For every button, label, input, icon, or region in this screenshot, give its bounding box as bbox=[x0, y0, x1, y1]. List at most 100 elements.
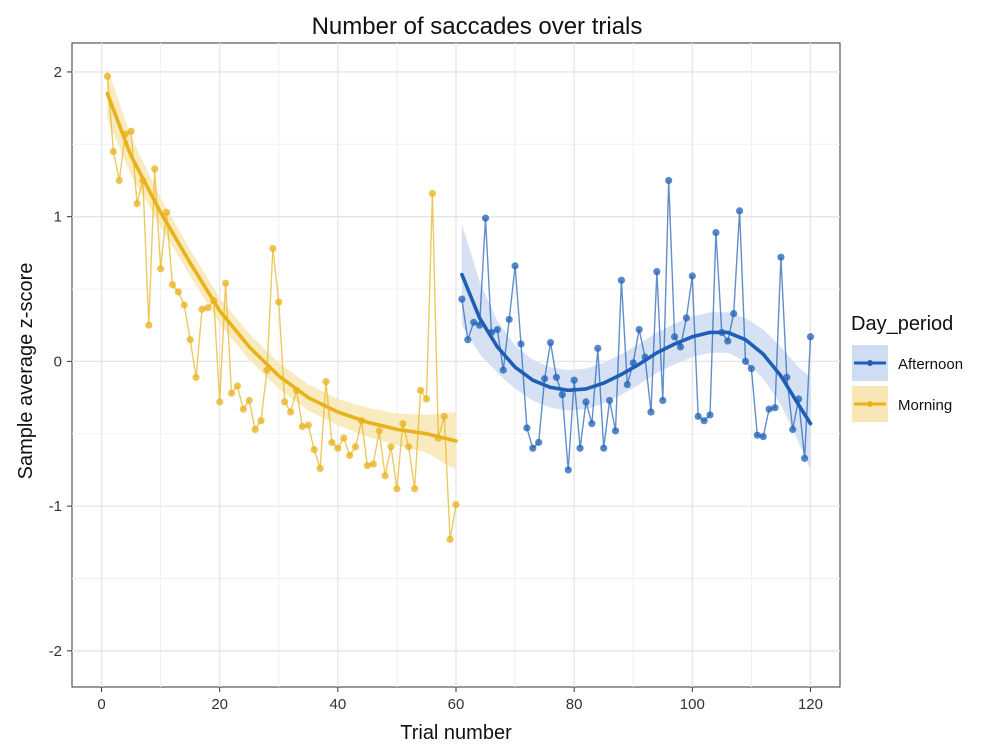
data-point-morning bbox=[180, 301, 188, 309]
data-point-afternoon bbox=[806, 333, 815, 341]
data-point-afternoon bbox=[730, 310, 738, 318]
data-point-morning bbox=[334, 444, 342, 452]
data-point-afternoon bbox=[670, 333, 679, 341]
data-point-morning bbox=[151, 165, 159, 173]
legend-key-point-morning bbox=[867, 401, 873, 407]
data-point-morning bbox=[298, 422, 306, 431]
data-point-morning bbox=[387, 443, 395, 451]
plot-panel bbox=[71, 42, 841, 688]
legend-item-morning: Morning bbox=[852, 386, 952, 422]
data-point-morning bbox=[322, 378, 330, 386]
data-point-afternoon bbox=[741, 357, 750, 365]
data-point-afternoon bbox=[712, 228, 720, 237]
data-point-afternoon bbox=[564, 466, 572, 474]
data-point-afternoon bbox=[481, 214, 490, 222]
data-point-afternoon bbox=[523, 424, 531, 432]
data-point-afternoon bbox=[777, 253, 785, 261]
y-tick-label: 0 bbox=[54, 353, 62, 370]
data-point-afternoon bbox=[505, 315, 513, 324]
data-point-morning bbox=[251, 425, 259, 433]
data-point-morning bbox=[239, 405, 247, 413]
y-tick-label: 1 bbox=[54, 209, 62, 226]
x-tick-label: 60 bbox=[448, 696, 465, 713]
data-point-morning bbox=[381, 472, 389, 480]
data-point-morning bbox=[363, 461, 371, 470]
data-point-afternoon bbox=[541, 375, 549, 383]
legend: Day_period Afternoon Morning bbox=[851, 313, 963, 422]
series-line-afternoon bbox=[461, 180, 812, 470]
data-point-afternoon bbox=[706, 411, 714, 419]
data-point-afternoon bbox=[653, 268, 661, 276]
x-axis-ticks: 0 20 40 60 80 100 120 bbox=[97, 687, 823, 713]
data-point-afternoon bbox=[594, 344, 602, 352]
confidence-band-morning bbox=[107, 67, 457, 470]
data-point-afternoon bbox=[800, 454, 809, 462]
data-point-morning bbox=[269, 244, 277, 253]
legend-item-afternoon: Afternoon bbox=[852, 345, 963, 381]
data-point-afternoon bbox=[700, 417, 708, 425]
data-point-afternoon bbox=[458, 295, 466, 303]
data-point-morning bbox=[216, 398, 224, 406]
y-tick-label: -2 bbox=[49, 643, 62, 660]
x-tick-label: 100 bbox=[680, 696, 705, 713]
data-point-afternoon bbox=[789, 425, 797, 433]
data-point-morning bbox=[204, 304, 212, 312]
data-point-afternoon bbox=[694, 412, 702, 420]
data-point-morning bbox=[428, 189, 436, 198]
data-point-morning bbox=[257, 417, 265, 425]
data-point-afternoon bbox=[570, 376, 578, 384]
legend-label-afternoon: Afternoon bbox=[898, 356, 963, 373]
data-point-morning bbox=[133, 200, 141, 208]
smooth-line-morning bbox=[105, 91, 458, 443]
data-point-afternoon bbox=[771, 404, 779, 412]
y-tick-label: -1 bbox=[49, 498, 62, 515]
data-point-afternoon bbox=[759, 433, 767, 441]
data-point-morning bbox=[157, 265, 165, 273]
data-point-morning bbox=[162, 208, 171, 216]
data-point-morning bbox=[174, 288, 182, 296]
data-point-morning bbox=[103, 72, 112, 80]
data-point-afternoon bbox=[647, 408, 655, 416]
data-point-afternoon bbox=[546, 338, 555, 347]
data-point-morning bbox=[393, 485, 401, 493]
data-point-morning bbox=[416, 386, 425, 394]
x-tick-label: 80 bbox=[566, 696, 583, 713]
data-point-afternoon bbox=[688, 272, 696, 280]
data-point-afternoon bbox=[464, 336, 472, 344]
data-point-afternoon bbox=[611, 427, 620, 435]
data-point-morning bbox=[127, 127, 135, 135]
y-axis-title: Sample average z-score bbox=[15, 263, 37, 480]
data-point-morning bbox=[222, 279, 230, 287]
data-point-afternoon bbox=[747, 365, 755, 373]
data-point-morning bbox=[411, 485, 419, 493]
data-point-afternoon bbox=[552, 373, 561, 381]
data-point-afternoon bbox=[588, 420, 596, 428]
data-point-afternoon bbox=[499, 366, 507, 374]
data-point-afternoon bbox=[682, 314, 691, 322]
data-point-morning bbox=[281, 398, 289, 406]
data-point-afternoon bbox=[676, 343, 685, 351]
legend-label-morning: Morning bbox=[898, 397, 952, 414]
data-point-afternoon bbox=[753, 431, 761, 439]
data-point-morning bbox=[192, 373, 200, 381]
data-point-afternoon bbox=[517, 340, 525, 348]
legend-key-point-afternoon bbox=[867, 360, 873, 366]
data-point-afternoon bbox=[617, 276, 626, 284]
data-point-morning bbox=[346, 451, 354, 460]
data-point-morning bbox=[340, 434, 348, 442]
data-point-morning bbox=[186, 336, 194, 344]
x-tick-label: 40 bbox=[330, 696, 347, 713]
data-point-morning bbox=[245, 396, 253, 405]
data-point-morning bbox=[446, 535, 454, 543]
data-point-afternoon bbox=[576, 444, 584, 452]
data-point-afternoon bbox=[665, 176, 673, 185]
data-point-afternoon bbox=[535, 438, 543, 447]
data-point-afternoon bbox=[659, 396, 667, 405]
data-point-morning bbox=[375, 427, 383, 435]
data-point-morning bbox=[310, 446, 318, 454]
data-point-afternoon bbox=[582, 398, 590, 406]
data-point-morning bbox=[452, 501, 460, 509]
data-point-afternoon bbox=[511, 262, 519, 270]
data-point-morning bbox=[328, 438, 336, 447]
